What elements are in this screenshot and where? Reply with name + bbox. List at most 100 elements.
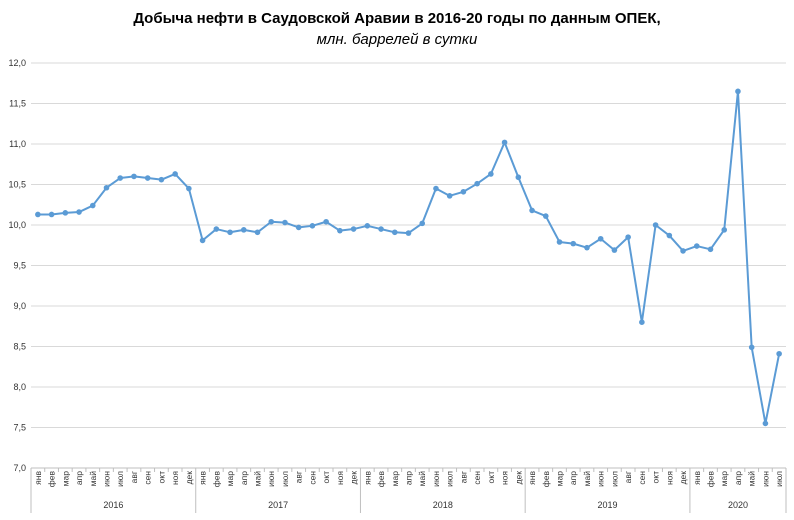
data-point: [625, 234, 631, 240]
x-tick-label: сен: [143, 471, 153, 485]
y-tick-label: 9,5: [13, 261, 26, 271]
x-tick-label: янв: [198, 471, 208, 485]
data-point: [447, 193, 453, 199]
year-label: 2020: [728, 500, 748, 510]
x-tick-label: авг: [129, 471, 139, 483]
x-tick-label: июл: [445, 471, 455, 487]
x-tick-label: июл: [280, 471, 290, 487]
data-point: [694, 243, 700, 249]
data-point: [653, 222, 659, 228]
x-tick-label: мар: [225, 471, 235, 487]
data-point: [255, 229, 261, 235]
x-tick-label: авг: [623, 471, 633, 483]
x-tick-label: янв: [362, 471, 372, 485]
data-point: [735, 89, 741, 95]
y-tick-label: 8,5: [13, 342, 26, 352]
year-label: 2018: [433, 500, 453, 510]
x-tick-label: апр: [404, 471, 414, 485]
year-label: 2017: [268, 500, 288, 510]
data-point: [419, 221, 425, 227]
data-point: [667, 233, 673, 239]
data-point: [76, 209, 82, 215]
y-tick-label: 10,0: [8, 220, 26, 230]
data-point: [63, 210, 69, 216]
y-tick-label: 12,0: [8, 58, 26, 68]
x-tick-label: мар: [719, 471, 729, 487]
x-tick-label: окт: [651, 471, 661, 484]
y-tick-label: 11,0: [9, 139, 26, 149]
x-tick-label: ноя: [500, 471, 510, 485]
x-tick-label: авг: [294, 471, 304, 483]
x-tick-label: дек: [513, 471, 523, 485]
data-point: [186, 186, 192, 192]
x-tick-label: янв: [33, 471, 43, 485]
x-tick-label: июн: [431, 471, 441, 487]
x-tick-label: сен: [472, 471, 482, 485]
x-tick-label: мар: [60, 471, 70, 487]
data-point: [570, 241, 576, 247]
data-point: [337, 228, 343, 234]
data-point: [488, 171, 494, 177]
data-point: [461, 189, 467, 195]
x-tick-label: фев: [47, 471, 57, 488]
data-point: [378, 226, 384, 232]
x-tick-label: фев: [211, 471, 221, 488]
x-tick-label: янв: [692, 471, 702, 485]
x-tick-label: дек: [184, 471, 194, 485]
series-line: [38, 91, 779, 423]
x-tick-label: ноя: [664, 471, 674, 485]
x-tick-label: июл: [774, 471, 784, 487]
y-tick-label: 8,0: [13, 382, 26, 392]
data-point: [310, 223, 316, 229]
x-tick-label: ноя: [335, 471, 345, 485]
x-tick-label: апр: [74, 471, 84, 485]
x-tick-label: июн: [266, 471, 276, 487]
y-tick-label: 9,0: [13, 301, 26, 311]
data-point: [90, 203, 96, 209]
x-tick-label: фев: [541, 471, 551, 488]
data-point: [721, 227, 727, 233]
y-tick-label: 10,5: [8, 180, 26, 190]
x-tick-label: июн: [596, 471, 606, 487]
x-tick-label: май: [253, 471, 263, 487]
x-tick-label: дек: [349, 471, 359, 485]
data-point: [529, 208, 535, 214]
x-tick-label: июн: [760, 471, 770, 487]
x-tick-label: май: [747, 471, 757, 487]
data-point: [749, 345, 755, 351]
x-tick-label: июл: [609, 471, 619, 487]
x-tick-label: янв: [527, 471, 537, 485]
data-point: [117, 175, 123, 181]
data-point: [763, 421, 769, 427]
data-point: [268, 219, 274, 225]
x-tick-label: авг: [458, 471, 468, 483]
data-point: [584, 245, 590, 251]
data-point: [598, 236, 604, 242]
data-point: [392, 229, 398, 235]
data-point: [323, 219, 329, 225]
x-tick-label: апр: [239, 471, 249, 485]
data-point: [474, 181, 480, 187]
data-point: [708, 247, 714, 253]
data-point: [296, 225, 302, 231]
x-tick-label: апр: [733, 471, 743, 485]
y-tick-label: 7,5: [13, 423, 26, 433]
x-tick-label: фев: [376, 471, 386, 488]
data-point: [612, 247, 618, 253]
x-tick-label: сен: [307, 471, 317, 485]
data-point: [214, 226, 220, 232]
x-tick-label: ноя: [170, 471, 180, 485]
y-tick-label: 7,0: [13, 463, 26, 473]
x-tick-label: мар: [555, 471, 565, 487]
data-point: [131, 174, 137, 180]
data-point: [145, 175, 151, 181]
data-point: [406, 230, 412, 236]
x-tick-label: мар: [390, 471, 400, 487]
x-tick-label: июн: [102, 471, 112, 487]
year-label: 2016: [103, 500, 123, 510]
data-point: [172, 171, 178, 177]
x-tick-label: май: [88, 471, 98, 487]
data-point: [241, 227, 247, 233]
data-point: [557, 239, 563, 245]
